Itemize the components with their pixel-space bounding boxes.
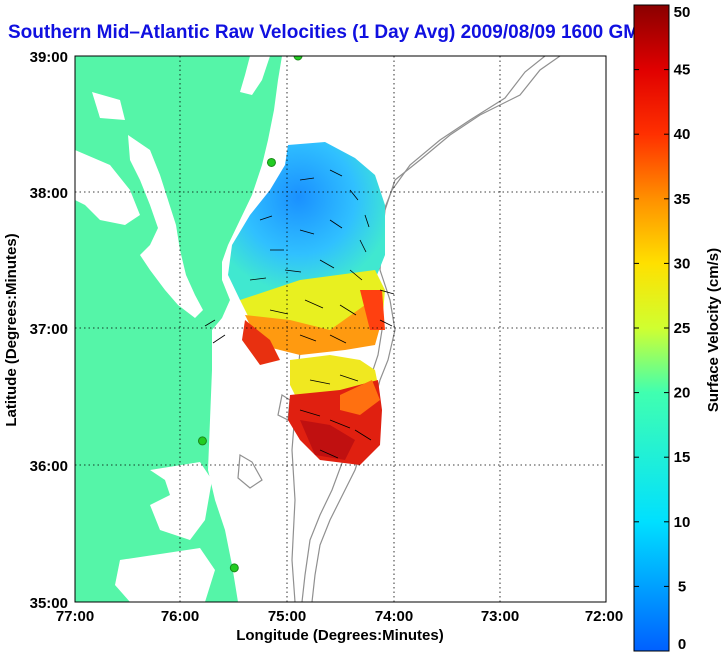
x-tick-4: 74:00 — [375, 608, 413, 625]
map-frame — [74, 55, 607, 603]
chesapeake-bay — [128, 135, 203, 318]
colorbar-label: Surface Velocity (cm/s) — [705, 248, 722, 412]
colorbar-tick-label: 5 — [678, 578, 686, 595]
colorbar-tick-label: 25 — [674, 320, 691, 337]
y-tick-1: 39:00 — [30, 49, 68, 66]
grid-lines — [75, 56, 606, 602]
y-tick-3: 37:00 — [30, 321, 68, 338]
colorbar-tick-label: 10 — [674, 514, 691, 531]
sound-south — [115, 548, 215, 602]
y-tick-4: 36:00 — [30, 458, 68, 475]
colorbar-tick-label: 0 — [678, 636, 686, 653]
y-tick-2: 38:00 — [30, 185, 68, 202]
map-title: Southern Mid–Atlantic Raw Velocities (1 … — [8, 22, 651, 43]
pamlico-sound — [150, 462, 212, 540]
x-tick-2: 76:00 — [161, 608, 199, 625]
y-tick-5: 35:00 — [30, 595, 68, 612]
colorbar-tick-label: 15 — [674, 449, 691, 466]
colorbar — [633, 4, 670, 652]
inlet-water — [92, 92, 125, 120]
station-marker — [293, 56, 303, 61]
velocity-field — [228, 142, 385, 465]
colorbar-tick-label: 50 — [674, 4, 691, 21]
x-tick-1: 77:00 — [56, 608, 94, 625]
x-axis-label: Longitude (Degrees:Minutes) — [236, 627, 444, 644]
station-marker — [197, 436, 207, 446]
colorbar-tick-label: 40 — [674, 126, 691, 143]
colorbar-tick-label: 30 — [674, 255, 691, 272]
bay-branch — [75, 150, 140, 225]
colorbar-ticks: 0 5 10 15 20 25 30 35 40 45 50 — [634, 4, 690, 653]
colorbar-tick-label: 20 — [674, 385, 691, 402]
station-marker — [229, 563, 239, 573]
x-tick-3: 75:00 — [268, 608, 306, 625]
delaware-bay — [240, 56, 270, 95]
current-vectors — [204, 169, 395, 459]
y-axis-label: Latitude (Degrees:Minutes) — [3, 233, 20, 426]
station-marker — [266, 157, 276, 167]
x-tick-5: 73:00 — [481, 608, 519, 625]
colorbar-tick-label: 35 — [674, 191, 691, 208]
x-tick-6: 72:00 — [585, 608, 623, 625]
hf-radar-stations — [197, 56, 303, 573]
colorbar-tick-label: 45 — [674, 62, 691, 79]
